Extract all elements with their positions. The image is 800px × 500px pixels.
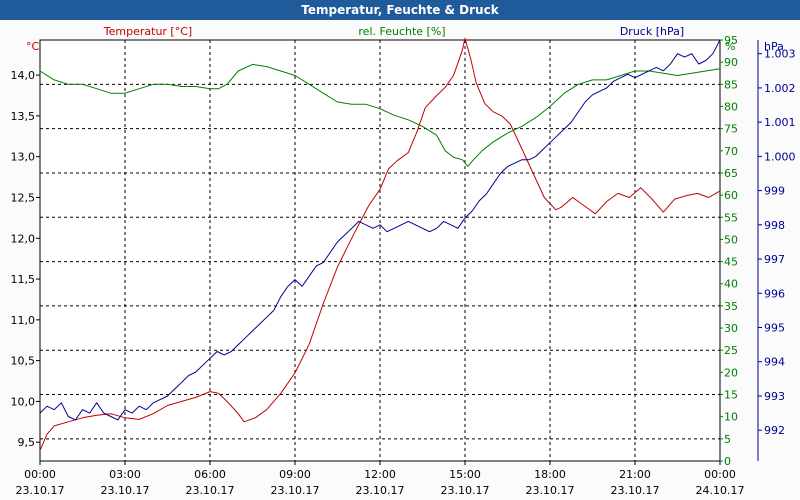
- humidity-tick-label: 30: [724, 322, 738, 335]
- x-tick-label-date: 23.10.17: [186, 484, 235, 497]
- pressure-tick-label: 993: [764, 390, 785, 403]
- pressure-tick-label: 999: [764, 185, 785, 198]
- temperature-tick-label: 12,0: [11, 232, 36, 245]
- humidity-tick-label: 50: [724, 233, 738, 246]
- humidity-tick-label: 80: [724, 100, 738, 113]
- x-tick-label-time: 03:00: [109, 468, 141, 481]
- temperature-tick-label: 11,0: [11, 314, 36, 327]
- pressure-tick-label: 1.001: [764, 116, 796, 129]
- x-tick-label-date: 23.10.17: [441, 484, 490, 497]
- pressure-tick-label: 992: [764, 424, 785, 437]
- x-tick-label-date: 24.10.17: [696, 484, 745, 497]
- pressure-tick-label: 996: [764, 287, 785, 300]
- temperature-tick-label: 14,0: [11, 69, 36, 82]
- humidity-tick-label: 45: [724, 256, 738, 269]
- humidity-tick-label: 60: [724, 189, 738, 202]
- temperature-tick-label: 10,0: [11, 395, 36, 408]
- temperature-unit: °C: [26, 40, 40, 53]
- series-line-temperature: [39, 37, 721, 451]
- pressure-tick-label: 995: [764, 322, 785, 335]
- humidity-tick-label: 55: [724, 211, 738, 224]
- pressure-tick-label: 997: [764, 253, 785, 266]
- x-tick-label-time: 06:00: [194, 468, 226, 481]
- x-tick-label-date: 23.10.17: [611, 484, 660, 497]
- humidity-tick-label: 40: [724, 278, 738, 291]
- pressure-tick-label: 998: [764, 219, 785, 232]
- series-lines: [39, 37, 721, 451]
- humidity-tick-label: 5: [724, 433, 731, 446]
- chart-title: Temperatur, Feuchte & Druck: [0, 0, 800, 20]
- humidity-tick-label: 35: [724, 300, 738, 313]
- humidity-axis-label: rel. Feuchte [%]: [358, 25, 445, 38]
- humidity-tick-label: 75: [724, 123, 738, 136]
- series-line-pressure: [39, 39, 721, 421]
- humidity-unit: %: [725, 40, 735, 53]
- pressure-tick-label: 1.000: [764, 150, 796, 163]
- humidity-tick-label: 95: [724, 34, 738, 47]
- pressure-tick-label: 994: [764, 356, 785, 369]
- humidity-tick-label: 20: [724, 366, 738, 379]
- x-tick-label-time: 21:00: [619, 468, 651, 481]
- temperature-tick-label: 12,5: [11, 191, 36, 204]
- pressure-unit: hPa: [764, 40, 784, 53]
- pressure-tick-label: 1.003: [764, 48, 796, 61]
- x-tick-label-date: 23.10.17: [526, 484, 575, 497]
- x-tick-label-date: 23.10.17: [16, 484, 65, 497]
- x-tick-label-time: 09:00: [279, 468, 311, 481]
- pressure-axis-label: Druck [hPa]: [620, 25, 684, 38]
- humidity-tick-label: 10: [724, 411, 738, 424]
- temperature-tick-label: 11,5: [11, 273, 36, 286]
- temperature-tick-label: 9,5: [18, 436, 36, 449]
- pressure-tick-label: 1.002: [764, 82, 796, 95]
- temperature-axis-label: Temperatur [°C]: [103, 25, 192, 38]
- x-tick-label-time: 18:00: [534, 468, 566, 481]
- x-tick-label-time: 00:00: [24, 468, 56, 481]
- x-tick-label-time: 00:00: [704, 468, 736, 481]
- humidity-tick-label: 90: [724, 56, 738, 69]
- grid: [40, 39, 720, 461]
- axis-ticks: 00:00 23.10.17 03:00 23.10.17 06:00 23.10.17 0…: [11, 34, 796, 497]
- x-tick-label-time: 15:00: [449, 468, 481, 481]
- humidity-tick-label: 15: [724, 389, 738, 402]
- humidity-tick-label: 25: [724, 344, 738, 357]
- x-tick-label-time: 12:00: [364, 468, 396, 481]
- temperature-tick-label: 13,5: [11, 110, 36, 123]
- temperature-tick-label: 13,0: [11, 151, 36, 164]
- x-tick-label-date: 23.10.17: [356, 484, 405, 497]
- humidity-tick-label: 0: [724, 455, 731, 468]
- humidity-tick-label: 85: [724, 78, 738, 91]
- x-tick-label-date: 23.10.17: [271, 484, 320, 497]
- humidity-tick-label: 65: [724, 167, 738, 180]
- temperature-tick-label: 10,5: [11, 355, 36, 368]
- x-tick-label-date: 23.10.17: [101, 484, 150, 497]
- humidity-tick-label: 70: [724, 145, 738, 158]
- series-line-humidity: [39, 63, 721, 167]
